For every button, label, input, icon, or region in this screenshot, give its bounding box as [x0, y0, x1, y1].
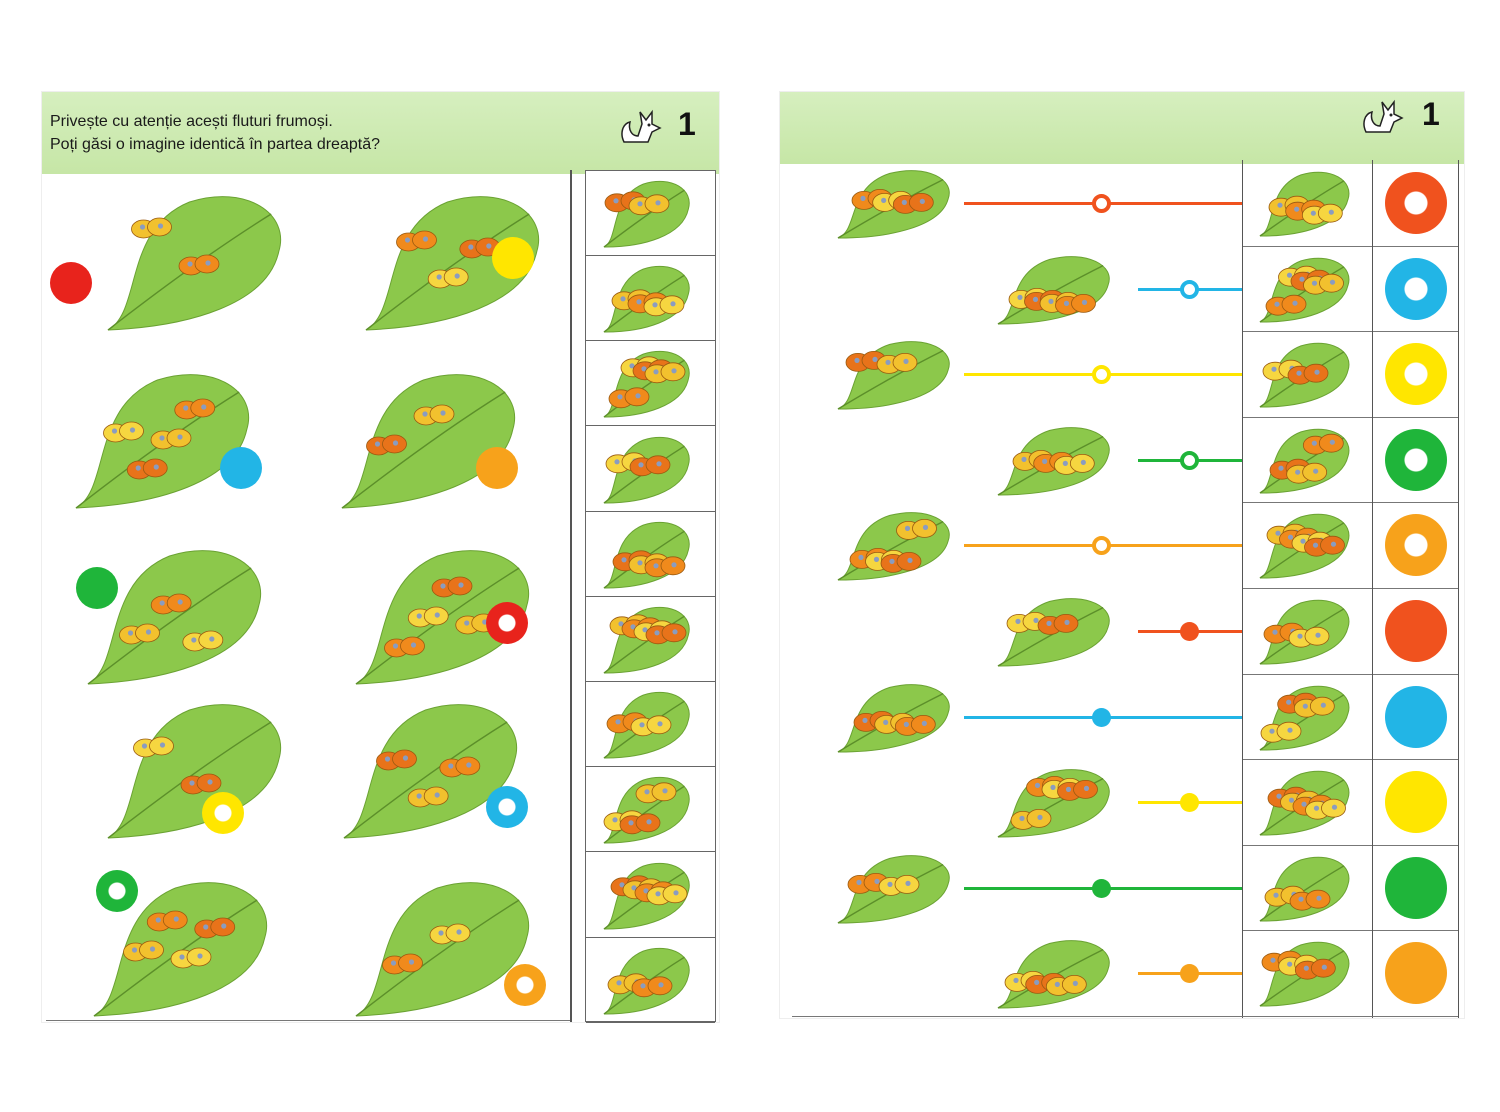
row-separator — [1242, 416, 1458, 418]
color-ring-key — [1385, 514, 1447, 577]
answer-cell[interactable] — [586, 682, 715, 768]
answer-thumbnail — [1256, 680, 1356, 759]
row-separator — [1242, 588, 1458, 589]
divider — [570, 170, 572, 1022]
color-dot-marker[interactable] — [492, 237, 534, 279]
butterfly-leaf-image[interactable] — [90, 870, 280, 1025]
right-answer-page: 1 — [780, 92, 1464, 1018]
butterfly-leaf-image — [994, 250, 1118, 333]
answer-thumbnail — [1256, 765, 1356, 844]
row-separator — [1242, 502, 1458, 504]
row-separator — [1242, 245, 1458, 247]
butterfly-leaf-image[interactable] — [340, 692, 530, 847]
answer-cell[interactable] — [586, 512, 715, 597]
connector-knob — [1180, 964, 1199, 984]
fox-icon — [1363, 99, 1404, 133]
connector-knob — [1092, 878, 1111, 898]
color-ring-key — [1385, 257, 1447, 320]
color-dot-key — [1385, 600, 1447, 662]
color-dot-marker[interactable] — [476, 447, 518, 489]
butterfly-leaf-image[interactable] — [104, 184, 294, 339]
answer-cell[interactable] — [586, 171, 715, 256]
answer-banner: 1 — [780, 92, 1464, 164]
color-dot-marker[interactable] — [220, 447, 262, 489]
answer-thumbnail — [1256, 166, 1356, 245]
answer-cell[interactable] — [586, 597, 715, 682]
fox-icon — [621, 109, 662, 143]
bottom-rule — [792, 1016, 1458, 1017]
ring-sticker-marker[interactable] — [486, 786, 528, 828]
page-number: 1 — [678, 106, 696, 142]
answer-cell[interactable] — [586, 256, 715, 342]
connector-knob — [1092, 194, 1111, 213]
answer-thumbnail — [1256, 851, 1356, 930]
row-separator — [1242, 331, 1458, 333]
answer-thumbnail — [1256, 423, 1356, 502]
color-dot-key — [1385, 942, 1447, 1005]
left-worksheet-page: Privește cu atenție acești fluturi frumo… — [42, 92, 719, 1025]
answer-thumbnail — [1256, 936, 1356, 1015]
butterfly-leaf-image — [834, 164, 958, 247]
answer-thumbnail — [1256, 252, 1356, 331]
answer-thumbnail — [1256, 508, 1356, 587]
answer-cell[interactable] — [586, 938, 715, 1023]
butterfly-leaf-image[interactable] — [338, 362, 528, 517]
butterfly-leaf-image — [994, 763, 1118, 846]
row-separator — [1242, 930, 1458, 932]
answer-thumbnail — [1256, 337, 1356, 416]
instruction-banner: Privește cu atenție acești fluturi frumo… — [42, 92, 719, 174]
butterfly-leaf-image — [834, 678, 958, 761]
connector-knob — [1092, 365, 1111, 385]
answer-thumbnail — [1256, 594, 1356, 673]
butterfly-leaf-image — [994, 934, 1118, 1017]
color-dot-marker[interactable] — [76, 567, 118, 609]
connector-knob — [1180, 450, 1199, 470]
ring-sticker-marker[interactable] — [96, 870, 138, 912]
butterfly-leaf-image[interactable] — [104, 692, 294, 847]
butterfly-leaf-image — [994, 592, 1118, 675]
butterfly-leaf-image — [834, 849, 958, 932]
connector-knob — [1180, 279, 1199, 299]
grid-line-right — [1458, 160, 1459, 1018]
grid-line-middle — [1372, 160, 1373, 1018]
bottom-rule — [46, 1020, 570, 1021]
ring-sticker-marker[interactable] — [504, 964, 546, 1006]
ring-sticker-marker[interactable] — [202, 792, 244, 834]
butterfly-leaf-image[interactable] — [352, 870, 542, 1025]
instruction-text: Privește cu atenție acești fluturi frumo… — [50, 110, 380, 156]
color-ring-key — [1385, 172, 1447, 234]
answer-cell[interactable] — [586, 427, 715, 512]
connector-knob — [1180, 793, 1199, 813]
butterfly-leaf-image — [834, 335, 958, 418]
color-dot-key — [1385, 771, 1447, 834]
connector-knob — [1180, 622, 1199, 641]
answer-cell[interactable] — [586, 341, 715, 427]
instruction-line-2: Poți găsi o imagine identică în partea d… — [50, 136, 380, 153]
butterfly-leaf-image — [994, 421, 1118, 504]
answer-cell[interactable] — [586, 767, 715, 853]
butterfly-leaf-image — [834, 506, 958, 589]
color-ring-key — [1385, 428, 1447, 491]
color-dot-key — [1385, 856, 1447, 919]
row-separator — [1242, 759, 1458, 761]
color-dot-key — [1385, 685, 1447, 748]
connector-knob — [1092, 707, 1111, 727]
answer-column — [585, 170, 716, 1023]
grid-line-left — [1242, 160, 1243, 1018]
color-dot-marker[interactable] — [50, 262, 92, 304]
ring-sticker-marker[interactable] — [486, 602, 528, 644]
answer-cell[interactable] — [586, 853, 715, 938]
butterfly-leaf-image[interactable] — [84, 538, 274, 693]
page-number: 1 — [1422, 96, 1440, 132]
instruction-line-1: Privește cu atenție acești fluturi frumo… — [50, 113, 333, 130]
butterfly-leaf-image[interactable] — [362, 184, 552, 339]
butterfly-leaf-image[interactable] — [72, 362, 262, 517]
color-ring-key — [1385, 343, 1447, 406]
row-separator — [1242, 844, 1458, 846]
row-separator — [1242, 673, 1458, 675]
connector-knob — [1092, 536, 1111, 556]
